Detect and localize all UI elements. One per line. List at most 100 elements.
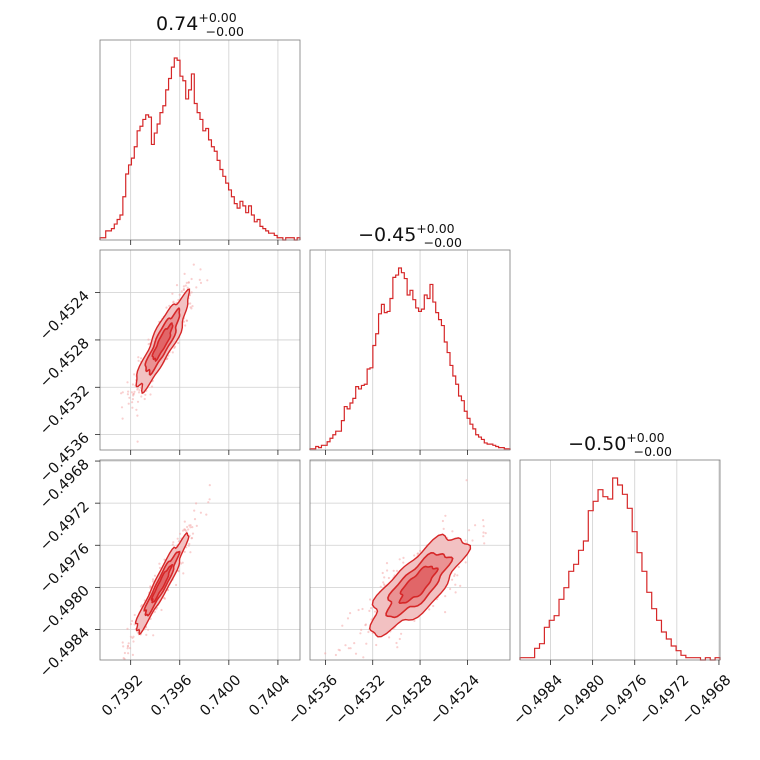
sample-point — [444, 611, 447, 614]
sample-point — [374, 610, 377, 613]
sample-point — [127, 652, 130, 655]
sample-point — [456, 574, 459, 577]
sample-point — [149, 393, 152, 396]
y-tick-label: −0.4528 — [37, 335, 93, 391]
x-tick-label: −0.4528 — [380, 672, 436, 728]
sample-point — [199, 268, 202, 271]
sample-point — [189, 306, 192, 309]
sample-point — [395, 641, 398, 645]
sample-point — [457, 565, 460, 569]
sample-point — [195, 502, 198, 505]
sample-point — [198, 278, 201, 281]
sample-point — [396, 646, 399, 649]
sample-point — [185, 319, 188, 322]
sample-point — [177, 298, 180, 302]
sample-point — [136, 440, 139, 443]
sample-point — [131, 619, 134, 623]
sample-point — [177, 569, 180, 573]
sample-point — [126, 393, 129, 396]
sample-point — [192, 263, 195, 266]
sample-point — [120, 392, 123, 395]
sample-point — [132, 393, 135, 396]
sample-point — [464, 539, 467, 542]
sample-point — [127, 390, 130, 393]
panel-frame — [309, 249, 511, 451]
sample-point — [365, 642, 368, 645]
sample-point — [482, 519, 485, 522]
sample-point — [347, 647, 350, 650]
sample-point — [468, 529, 471, 532]
sample-point — [382, 581, 385, 584]
sample-point — [123, 651, 126, 655]
panel-frame — [99, 459, 301, 661]
sample-point — [126, 627, 129, 631]
x-tick-label: 0.7404 — [246, 672, 293, 719]
title-param-2: −0.50+0.00 −0.00 — [568, 430, 672, 459]
sample-point — [191, 305, 194, 308]
sample-point — [151, 580, 155, 583]
sample-point — [127, 642, 130, 645]
sample-point — [482, 531, 485, 534]
sample-point — [178, 293, 181, 296]
sample-point — [398, 558, 401, 561]
sample-point — [150, 385, 154, 388]
sample-point — [126, 647, 129, 650]
x-tick-label: 0.7396 — [148, 672, 195, 719]
sample-point — [193, 509, 196, 512]
sample-point — [131, 406, 134, 409]
sample-point — [379, 585, 382, 588]
sample-point — [449, 587, 452, 591]
sample-point — [195, 524, 198, 528]
sample-point — [413, 619, 416, 623]
sample-point — [140, 395, 143, 398]
sample-point — [413, 554, 416, 557]
sample-point — [454, 591, 457, 594]
sample-point — [135, 408, 138, 411]
sample-point — [145, 633, 148, 637]
sample-point — [419, 549, 422, 553]
sample-point — [386, 569, 389, 572]
sample-point — [171, 543, 174, 546]
sample-point — [136, 400, 140, 403]
sample-point — [353, 642, 356, 645]
sample-point — [367, 630, 370, 634]
sample-point — [147, 343, 150, 346]
sample-point — [131, 401, 134, 404]
sample-point — [127, 402, 130, 405]
sample-point — [131, 636, 134, 640]
sample-point — [444, 595, 447, 598]
sample-point — [454, 583, 457, 586]
sample-point — [402, 561, 405, 564]
histogram-param-1 — [309, 267, 511, 450]
sample-point — [176, 537, 179, 540]
sample-point — [128, 396, 131, 399]
sample-point — [172, 300, 175, 303]
sample-point — [133, 390, 136, 393]
sample-point — [189, 551, 192, 554]
sample-point — [121, 391, 124, 394]
sample-point — [208, 498, 211, 501]
sample-point — [186, 525, 189, 529]
sample-point — [400, 632, 403, 635]
sample-point — [360, 628, 363, 632]
sample-point — [402, 556, 405, 560]
sample-point — [133, 373, 136, 376]
sample-point — [183, 520, 186, 523]
title-param-1: −0.45+0.00 −0.00 — [358, 221, 462, 250]
sample-point — [165, 357, 169, 361]
sample-point — [349, 612, 352, 615]
sample-point — [173, 345, 177, 348]
sample-point — [130, 391, 133, 394]
sample-point — [191, 526, 194, 529]
density-contour — [150, 563, 174, 604]
sample-point — [442, 527, 445, 531]
sample-point — [385, 562, 389, 565]
sample-point — [172, 541, 175, 544]
sample-point — [140, 357, 143, 360]
sample-point — [137, 391, 141, 394]
x-tick-label: −0.4524 — [427, 672, 483, 728]
sample-point — [453, 574, 456, 578]
sample-point — [143, 397, 146, 401]
sample-point — [388, 636, 391, 639]
sample-point — [189, 526, 192, 529]
